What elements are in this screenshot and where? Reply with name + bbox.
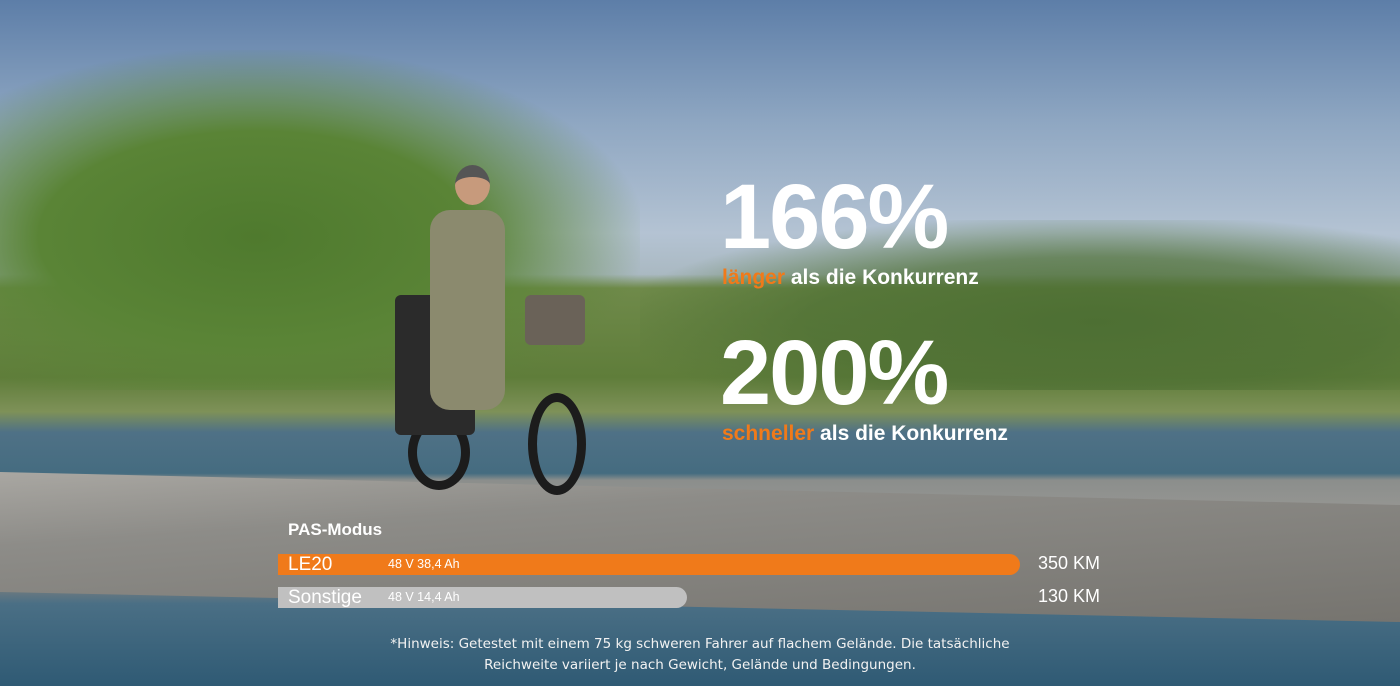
range-bar-sonstige: Sonstige 48 V 14,4 Ah <box>278 587 687 608</box>
range-value-sonstige: 130 KM <box>1038 586 1101 606</box>
bar-spec: 48 V 38,4 Ah <box>388 557 460 571</box>
caption-text: als die Konkurrenz <box>785 266 979 289</box>
rider-body <box>430 210 505 410</box>
range-bar-le20: LE20 48 V 38,4 Ah <box>278 554 1020 575</box>
concrete-pier <box>0 472 1400 622</box>
highlight-text: schneller <box>722 422 815 445</box>
front-wheel <box>528 393 586 495</box>
rider-head <box>455 165 490 205</box>
headline-speed-percent: 200% <box>720 322 949 424</box>
headline-range-percent: 166% <box>720 166 949 268</box>
note-line-2: Reichweite variiert je nach Gewicht, Gel… <box>484 657 916 673</box>
highlight-text: länger <box>722 266 786 289</box>
range-value-le20: 350 KM <box>1038 553 1101 573</box>
ebike-rider-image <box>360 165 595 495</box>
disclaimer-note: *Hinweis: Getestet mit einem 75 kg schwe… <box>0 634 1400 676</box>
front-bag <box>525 295 585 345</box>
headline-speed-caption: schneller als die Konkurrenz <box>722 422 1008 446</box>
comparison-title: PAS-Modus <box>288 520 383 539</box>
bar-label: Sonstige <box>288 587 362 608</box>
bar-spec: 48 V 14,4 Ah <box>388 590 460 604</box>
headline-range-caption: länger als die Konkurrenz <box>722 266 979 290</box>
caption-text: als die Konkurrenz <box>814 422 1008 445</box>
bar-label: LE20 <box>288 554 333 575</box>
trees-far <box>640 220 1400 390</box>
note-line-1: *Hinweis: Getestet mit einem 75 kg schwe… <box>390 636 1010 652</box>
